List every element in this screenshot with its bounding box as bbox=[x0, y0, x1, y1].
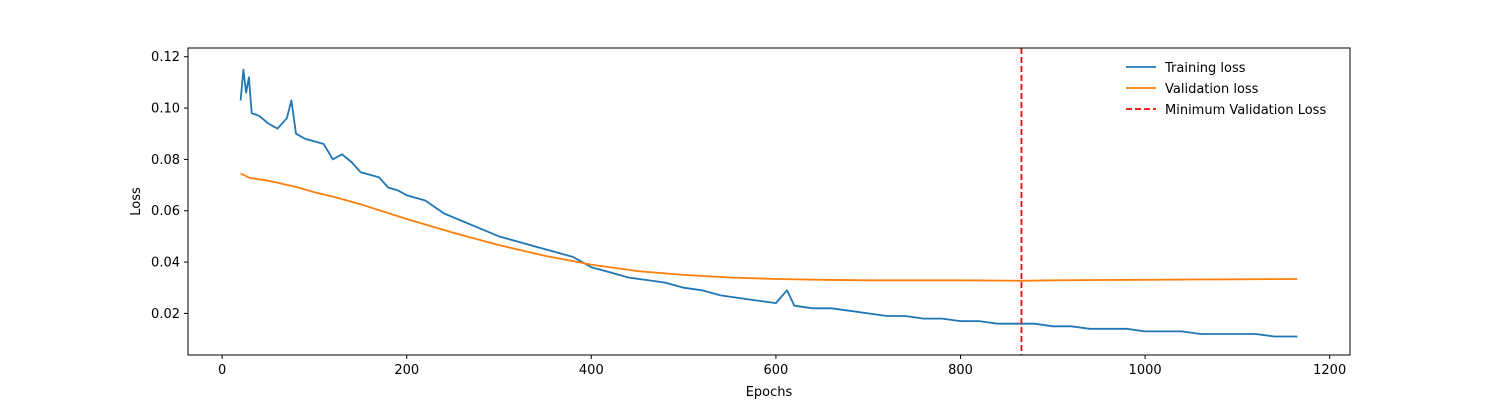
x-tick-label: 800 bbox=[948, 363, 973, 378]
plot-area-frame bbox=[187, 47, 1351, 356]
x-tick-label: 1200 bbox=[1313, 363, 1346, 378]
x-tick-label: 1000 bbox=[1129, 363, 1162, 378]
legend-label-minimum-validation-loss: Minimum Validation Loss bbox=[1165, 103, 1326, 118]
x-axis-label: Epochs bbox=[746, 385, 793, 400]
y-tick-label: 0.04 bbox=[151, 256, 180, 271]
x-tick-label: 600 bbox=[764, 363, 789, 378]
y-tick-label: 0.10 bbox=[151, 102, 180, 117]
x-tick-label: 0 bbox=[218, 363, 226, 378]
y-tick-label: 0.02 bbox=[151, 307, 180, 322]
y-tick-label: 0.06 bbox=[151, 204, 180, 219]
series-layer bbox=[239, 48, 1298, 355]
legend: Training loss Validation loss Minimum Va… bbox=[1126, 61, 1326, 118]
y-axis-label: Loss bbox=[129, 187, 144, 216]
y-tick-label: 0.12 bbox=[151, 50, 180, 65]
axis-ticks: 0 200 400 600 800 1000 1200 0.02 0.04 0.06 0.08 0.1… bbox=[151, 50, 1346, 378]
legend-label-validation-loss: Validation loss bbox=[1165, 82, 1259, 97]
validation-loss-line bbox=[240, 172, 1298, 282]
y-tick-label: 0.08 bbox=[151, 153, 180, 168]
legend-label-training-loss: Training loss bbox=[1164, 61, 1246, 76]
training-loss-line bbox=[239, 68, 1298, 338]
x-tick-label: 400 bbox=[579, 363, 604, 378]
x-tick-label: 200 bbox=[394, 363, 419, 378]
